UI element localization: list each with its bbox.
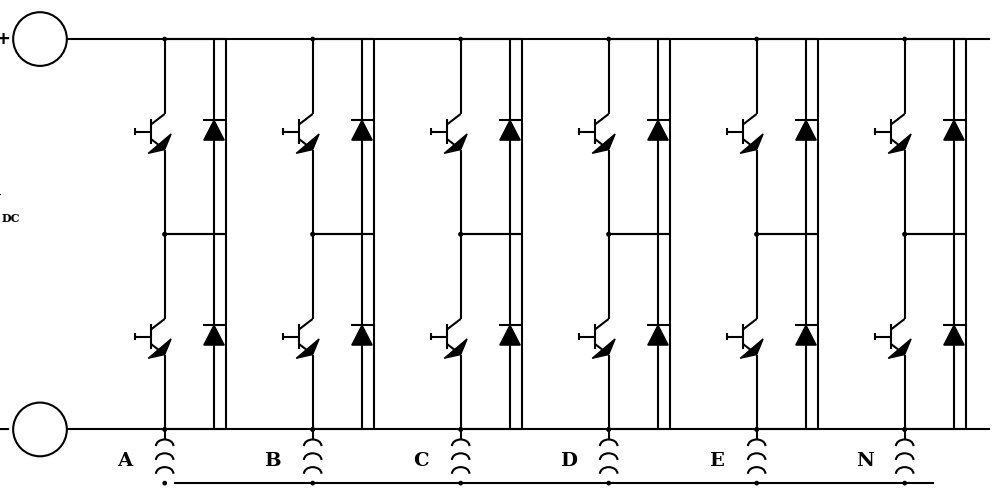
Polygon shape [500, 325, 520, 345]
Circle shape [903, 233, 906, 236]
Circle shape [459, 482, 462, 485]
Text: DC: DC [2, 213, 20, 224]
Circle shape [311, 38, 314, 41]
Polygon shape [148, 339, 171, 358]
Circle shape [755, 428, 758, 431]
Circle shape [163, 428, 166, 431]
Circle shape [311, 482, 314, 485]
Circle shape [755, 38, 758, 41]
Polygon shape [740, 134, 763, 153]
Circle shape [459, 428, 462, 431]
Circle shape [13, 403, 67, 456]
Polygon shape [204, 120, 224, 140]
Circle shape [311, 428, 314, 431]
Circle shape [311, 233, 314, 236]
Text: +: + [0, 30, 10, 48]
Polygon shape [740, 339, 763, 358]
Circle shape [311, 428, 314, 431]
Polygon shape [500, 120, 520, 140]
Text: −: − [0, 421, 10, 438]
Circle shape [607, 233, 610, 236]
Polygon shape [444, 134, 467, 153]
Circle shape [607, 38, 610, 41]
Circle shape [163, 482, 166, 485]
Polygon shape [944, 325, 964, 345]
Circle shape [755, 428, 758, 431]
Polygon shape [296, 339, 319, 358]
Polygon shape [592, 134, 615, 153]
Circle shape [163, 428, 166, 431]
Polygon shape [648, 120, 668, 140]
Text: N: N [856, 452, 874, 470]
Circle shape [755, 482, 758, 485]
Circle shape [903, 233, 906, 236]
Circle shape [459, 38, 462, 41]
Polygon shape [592, 339, 615, 358]
Circle shape [903, 428, 906, 431]
Circle shape [459, 428, 462, 431]
Circle shape [903, 38, 906, 41]
Circle shape [163, 38, 166, 41]
Circle shape [163, 233, 166, 236]
Text: C: C [413, 452, 429, 470]
Circle shape [311, 233, 314, 236]
Polygon shape [944, 120, 964, 140]
Text: E: E [709, 452, 724, 470]
Polygon shape [796, 325, 816, 345]
Circle shape [755, 233, 758, 236]
Circle shape [607, 428, 610, 431]
Circle shape [459, 233, 462, 236]
Circle shape [163, 233, 166, 236]
Polygon shape [888, 339, 911, 358]
Polygon shape [204, 325, 224, 345]
Text: D: D [560, 452, 577, 470]
Circle shape [903, 482, 906, 485]
Polygon shape [648, 325, 668, 345]
Circle shape [607, 482, 610, 485]
Polygon shape [296, 134, 319, 153]
Polygon shape [796, 120, 816, 140]
Circle shape [13, 12, 67, 66]
Polygon shape [444, 339, 467, 358]
Circle shape [903, 428, 906, 431]
Text: A: A [117, 452, 132, 470]
Circle shape [607, 428, 610, 431]
Circle shape [607, 233, 610, 236]
Polygon shape [148, 134, 171, 153]
Polygon shape [352, 120, 372, 140]
Polygon shape [888, 134, 911, 153]
Text: B: B [264, 452, 281, 470]
Circle shape [755, 233, 758, 236]
Circle shape [459, 233, 462, 236]
Polygon shape [352, 325, 372, 345]
